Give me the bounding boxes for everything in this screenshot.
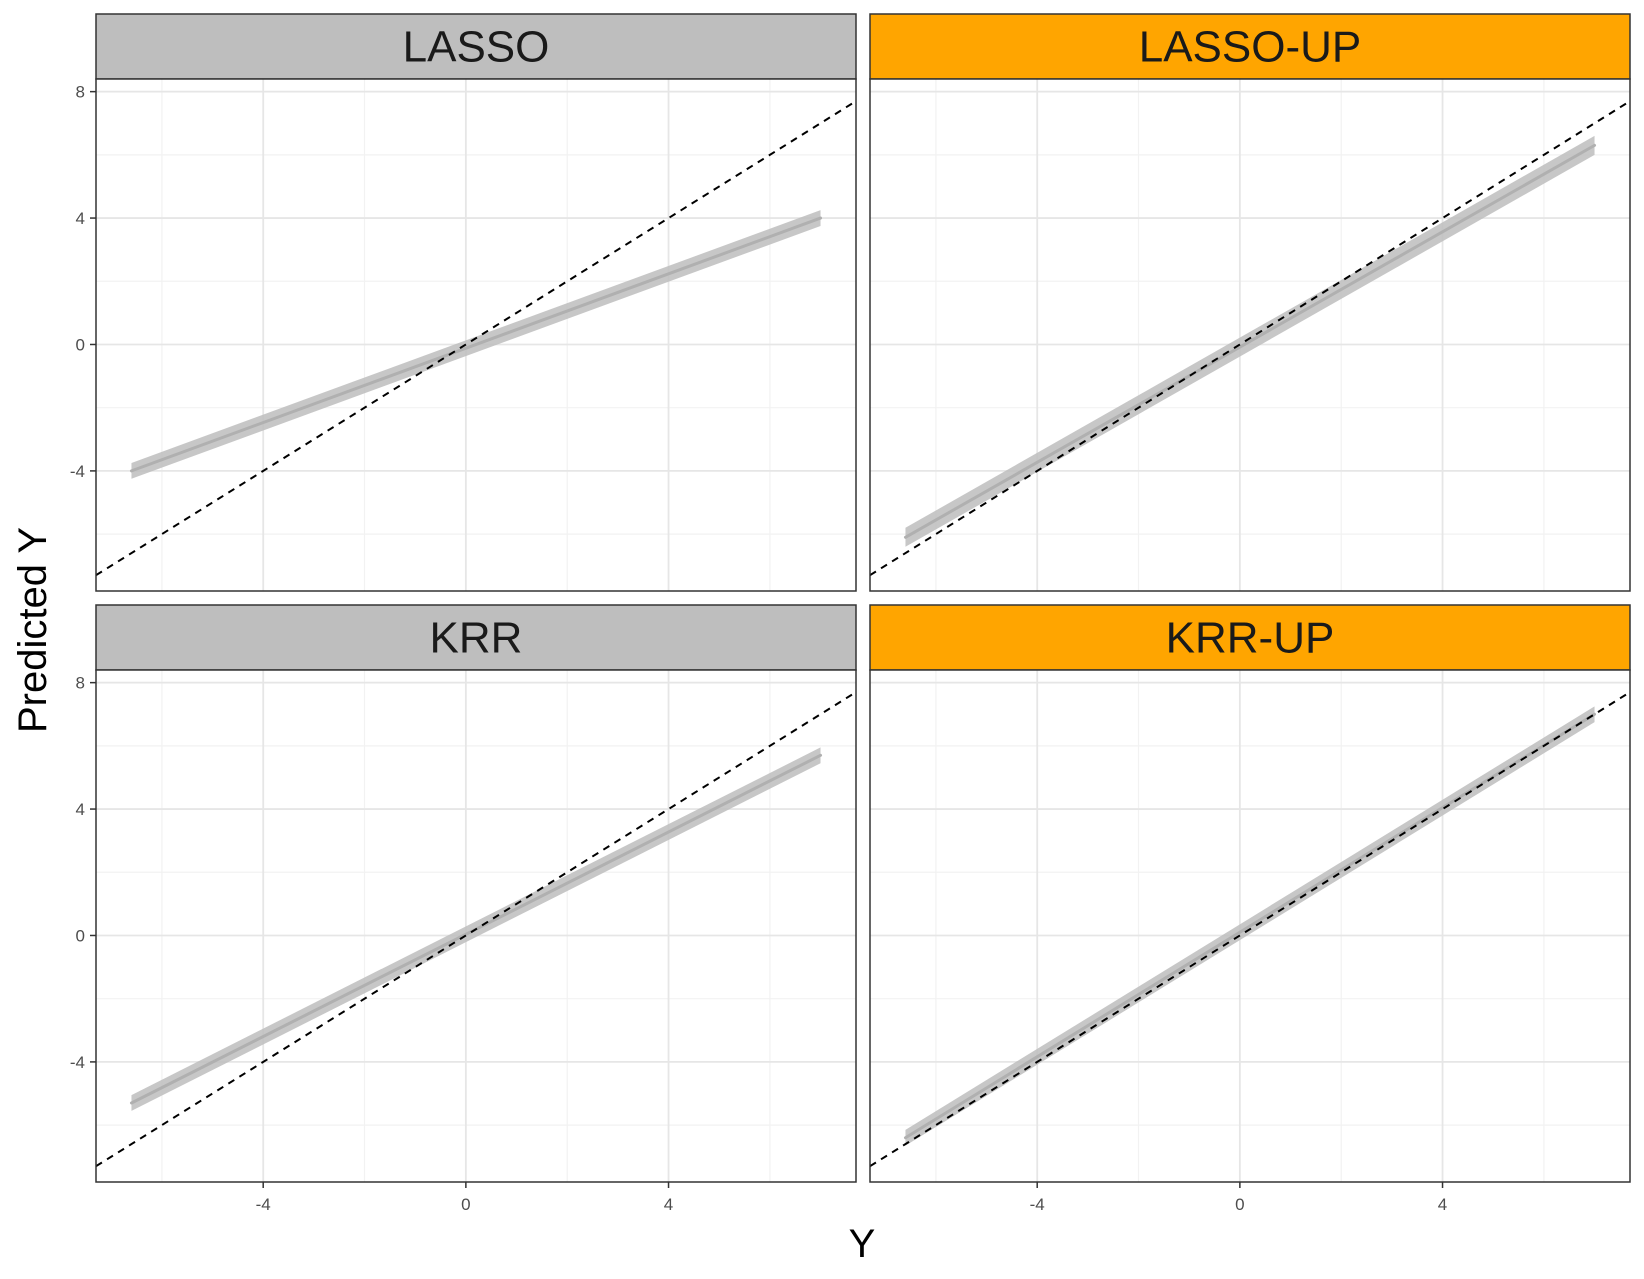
identity-reference-line [870, 100, 1630, 577]
plot-area [96, 691, 856, 1168]
y-tick-label: 8 [76, 83, 85, 102]
panel-border [95, 78, 857, 592]
x-axis-title: Y [849, 1222, 876, 1266]
panel-background [96, 79, 856, 591]
panel-border [869, 669, 1631, 1183]
y-tick-label: 8 [76, 674, 85, 693]
x-tick-label: 4 [1438, 1195, 1447, 1214]
facet-strip-label: KRR-UP [1166, 614, 1335, 663]
facet-panel: LASSO -4 0 4 8 [70, 13, 857, 592]
prediction-fit-line [903, 143, 1597, 539]
facet-strip [95, 13, 857, 80]
facet-panel: LASSO-UP [869, 13, 1631, 592]
x-tick-label: -4 [256, 1195, 271, 1214]
facet-strip-label: KRR [430, 614, 523, 663]
y-tick-label: -4 [70, 1053, 85, 1072]
identity-reference-line [870, 691, 1630, 1168]
y-axis-title: Predicted Y [11, 527, 55, 733]
identity-reference-line [96, 691, 856, 1168]
x-tick-label: 4 [664, 1195, 673, 1214]
prediction-fit-line [129, 216, 823, 473]
y-tick-label: -4 [70, 462, 85, 481]
x-tick-label: -4 [1030, 1195, 1045, 1214]
identity-reference-line [96, 100, 856, 577]
y-tick-label: 0 [76, 926, 85, 945]
facet-panel: KRR -4 0 4 8 -4 0 4 [70, 604, 857, 1214]
y-tick-label: 0 [76, 335, 85, 354]
facet-strip [869, 13, 1631, 80]
y-tick-label: 4 [76, 209, 85, 228]
facet-strip [869, 604, 1631, 671]
plot-area [870, 100, 1630, 577]
facet-strip [95, 604, 857, 671]
facet-panel: KRR-UP -4 0 4 [869, 604, 1631, 1214]
x-tick-label: 0 [461, 1195, 470, 1214]
plot-area [870, 691, 1630, 1168]
panel-border [95, 669, 857, 1183]
facet-strip-label: LASSO [403, 23, 550, 72]
plot-area [96, 100, 856, 577]
facet-strip-label: LASSO-UP [1139, 23, 1362, 72]
y-tick-label: 4 [76, 800, 85, 819]
panel-border [869, 78, 1631, 592]
x-tick-label: 0 [1235, 1195, 1244, 1214]
